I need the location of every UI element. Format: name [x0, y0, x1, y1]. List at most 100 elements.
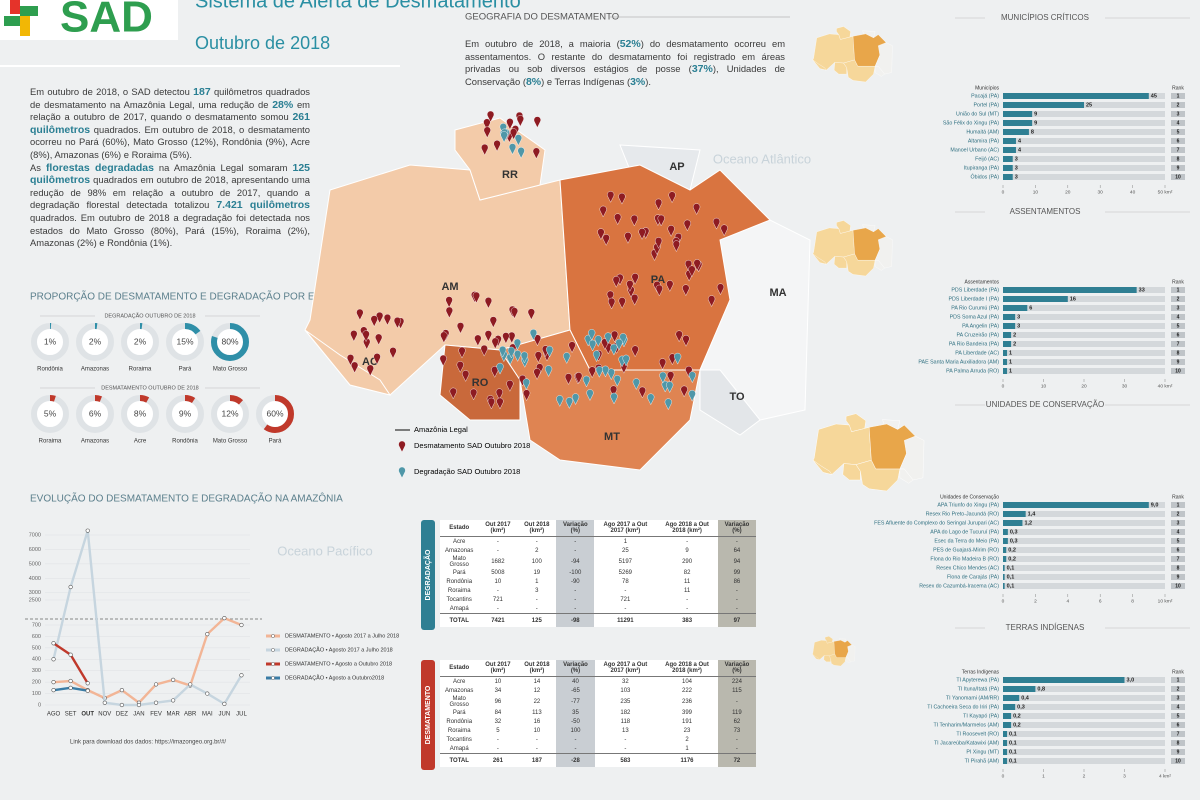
rank-box: [1171, 174, 1185, 180]
rank-box: [1171, 695, 1185, 701]
alert-pin: [664, 398, 672, 411]
bar-track: [1003, 695, 1165, 701]
alert-pin: [532, 147, 540, 160]
y-tick-label: 600: [32, 634, 41, 640]
table-cell: Amapá: [449, 745, 469, 752]
column-header: Variação (%): [556, 660, 595, 677]
bar-label: TI Roosevelt (RO): [956, 731, 999, 737]
alert-pin: [610, 392, 618, 405]
table-row: Acre - - - 1 - -: [440, 536, 756, 546]
download-link[interactable]: Link para download dos dados: https://im…: [70, 740, 226, 746]
x-tick-label: 10: [1033, 189, 1039, 195]
series-point: [102, 700, 107, 705]
x-tick-label: NOV: [98, 712, 111, 718]
table-row: Amazonas - 2 - 25 9 64: [440, 546, 756, 555]
series-point: [119, 688, 124, 693]
text-run: As: [30, 161, 46, 173]
bar-track: [1003, 165, 1165, 171]
alert-pin: [500, 131, 508, 143]
alert-pin: [445, 296, 453, 308]
alert-pin: [393, 317, 402, 329]
series-point: [51, 680, 56, 685]
series-point: [205, 632, 210, 637]
table-cell: -: [717, 695, 756, 708]
table-tab: [421, 520, 435, 630]
alert-pin: [631, 345, 639, 358]
table-cell: 34: [494, 687, 502, 694]
bar-label: Humaitá (AM): [966, 129, 999, 135]
rank-box: [1171, 93, 1185, 99]
bar-track: [1003, 323, 1165, 329]
x-tick-label: 3: [1123, 773, 1126, 779]
rank-box: [1171, 111, 1185, 117]
table-cell: 5197: [618, 558, 633, 565]
bar-track: [1003, 156, 1165, 162]
x-tick-label: 20: [1065, 189, 1071, 195]
series-point: [68, 652, 73, 657]
bar-value: 0,2: [1013, 722, 1021, 728]
bar-value: 2: [1013, 332, 1016, 338]
bar: [1003, 359, 1008, 365]
table-cell: -: [496, 745, 499, 752]
bar-value: 0,1: [1007, 583, 1015, 589]
rank: 3: [1177, 520, 1180, 526]
table-cell: 100: [556, 726, 595, 735]
bar-value: 3: [1017, 314, 1020, 320]
table-cell: 1: [685, 745, 689, 752]
y-tick-label: 700: [32, 622, 41, 628]
table-cell: 23: [683, 727, 691, 734]
bar-label: TI Pirahã (AM): [965, 758, 1000, 764]
x-tick-label: 30: [1098, 189, 1104, 195]
bar-label: Flona do Rio Madeira B (RO): [930, 556, 999, 562]
table-cell: 35: [556, 708, 595, 717]
table-row: Rondônia 32 16 -50 118 191 62: [440, 717, 756, 726]
bar: [1003, 341, 1012, 347]
alert-pin: [682, 335, 690, 347]
table-cell: 94: [717, 555, 756, 568]
rank-box: [1171, 368, 1185, 374]
alert-pin: [708, 295, 716, 307]
rank: 10: [1175, 368, 1181, 374]
alert-pin: [502, 332, 510, 344]
x-tick-label: 0: [1002, 773, 1005, 779]
bar-value: 33: [1139, 287, 1145, 293]
table-cell: 12: [533, 687, 541, 694]
bar-value: 6: [1029, 305, 1032, 311]
x-tick-label: 8: [1131, 598, 1134, 604]
title-bg: [985, 206, 1105, 218]
bar-header: Assentamentos: [965, 279, 1000, 285]
alert-pin: [510, 307, 519, 319]
bar-label: PES de Guajará-Mirim (RO): [933, 547, 999, 553]
x-tick-label: JUL: [236, 712, 247, 718]
bar-label: TI Tenharim/Marmelos (AM): [933, 722, 999, 728]
x-tick-label: 4 km²: [1159, 773, 1171, 779]
alert-pin: [491, 337, 499, 350]
x-tick-label: AGO: [47, 712, 61, 718]
series-point: [51, 657, 56, 662]
rank-box: [1171, 129, 1185, 135]
alert-pin: [693, 203, 701, 215]
y-tick-label: 100: [32, 691, 41, 697]
series-point: [239, 673, 244, 678]
series-point: [51, 641, 56, 646]
bar: [1003, 323, 1016, 329]
table-cell: 125: [517, 613, 557, 627]
series-point: [171, 698, 176, 703]
rank: 7: [1177, 731, 1180, 737]
rank: 6: [1177, 547, 1180, 553]
bar: [1003, 120, 1033, 126]
bar-track: [1003, 749, 1165, 755]
alert-pin: [588, 366, 596, 379]
x-tick-label: 10 km²: [1158, 598, 1173, 604]
alert-pin: [685, 365, 693, 378]
alert-pin: [622, 354, 630, 367]
bar-track: [1003, 731, 1165, 737]
series-point: [153, 682, 159, 687]
legend-dot: [271, 648, 275, 652]
state-shape: [499, 329, 701, 471]
bar-label: Óbidos (PA): [971, 173, 1000, 180]
alert-pin: [582, 375, 591, 388]
donut-group-title: DESMATAMENTO OUTUBRO DE 2018: [101, 385, 199, 391]
table-cell: 99: [717, 568, 756, 577]
rank: 9: [1177, 749, 1180, 755]
